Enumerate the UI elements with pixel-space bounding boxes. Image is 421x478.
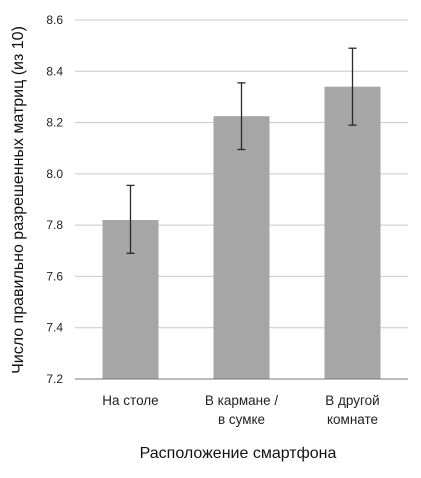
y-tick-label: 8.6 <box>46 13 63 27</box>
x-category-labels: На столе В кармане / в сумке В другой комнат… <box>102 393 379 427</box>
y-tick-label: 7.6 <box>46 269 63 283</box>
x-category-label: В другой <box>325 393 379 408</box>
y-tick-label: 8.2 <box>46 116 63 130</box>
x-category-label: комнате <box>327 412 378 427</box>
y-tick-label: 8.0 <box>46 167 63 181</box>
bar <box>213 116 270 380</box>
y-tick-label: 7.8 <box>46 218 63 232</box>
x-category-label: в сумке <box>218 412 265 427</box>
y-axis-title: Число правильно разрешенных матриц (из 1… <box>10 26 27 374</box>
x-category-label: На столе <box>102 393 158 408</box>
y-tick-labels: 7.2 7.4 7.6 7.8 8.0 8.2 8.4 8.6 <box>46 13 63 386</box>
y-tick-label: 7.2 <box>46 372 63 386</box>
bars <box>102 86 381 380</box>
error-bars <box>126 47 357 255</box>
bar <box>324 86 381 380</box>
x-axis-title: Расположение смартфона <box>140 445 337 462</box>
y-tick-label: 7.4 <box>46 321 63 335</box>
y-tick-label: 8.4 <box>46 64 63 78</box>
x-category-label: В кармане / <box>205 393 278 408</box>
